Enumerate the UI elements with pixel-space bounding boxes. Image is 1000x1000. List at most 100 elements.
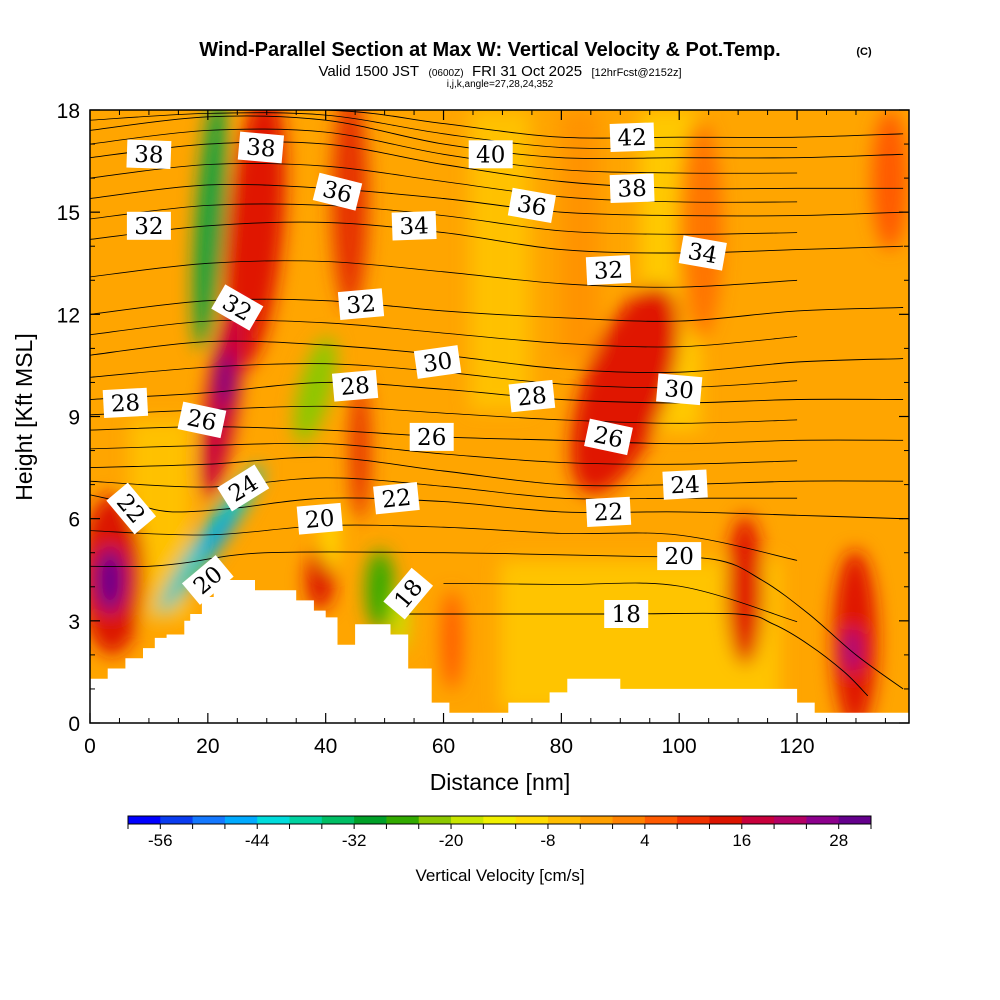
colorbar-swatch [580, 816, 613, 824]
contour-label-text: 30 [663, 376, 694, 404]
y-tick-label: 15 [57, 202, 80, 225]
isentrope-33 [90, 260, 798, 288]
contour-label-text: 22 [593, 499, 624, 526]
isentrope-42 [90, 110, 904, 139]
contour-label-box [126, 139, 172, 170]
colorbar: -56 -44 -32 -20 -8 4 16 28 [127, 815, 872, 850]
x-tick-label: 20 [196, 735, 219, 758]
x-axis-label: Distance [nm] [430, 769, 571, 795]
contour-label-box [102, 387, 149, 419]
y-tick-label: 0 [68, 713, 80, 736]
contour-label-box [508, 379, 556, 413]
contour-label-box [237, 131, 285, 164]
updraft-core-left [96, 548, 124, 612]
contour-label-text: 32 [593, 257, 624, 284]
isentrope-28 [90, 381, 904, 404]
isentrope-34 [90, 221, 904, 254]
colorbar-swatch [838, 816, 872, 824]
contour-label-34-9: 34 [678, 235, 727, 271]
isentrope-39 [90, 128, 798, 174]
downdraft-column-20 [193, 110, 227, 350]
contour-label-38-1: 38 [237, 131, 285, 164]
y-tick-label: 9 [68, 407, 80, 430]
colorbar-swatch [289, 816, 323, 824]
contour-label-box [584, 418, 633, 456]
contour-label-box [609, 122, 655, 152]
contour-label-text: 38 [617, 176, 647, 203]
isentrope-35 [90, 203, 798, 235]
contour-label-text: 38 [245, 134, 276, 162]
isentrope-37 [90, 163, 798, 203]
contour-label-text: 40 [476, 142, 505, 168]
colorbar-swatch [612, 816, 646, 824]
contour-label-32-5: 32 [126, 211, 171, 240]
contour-label-text: 20 [304, 505, 335, 533]
contour-label-box [177, 401, 227, 439]
x-tick-label: 0 [84, 735, 96, 758]
contour-label-text: 26 [417, 425, 446, 451]
contour-label-42-4: 42 [609, 122, 655, 152]
isentrope-24 [90, 456, 904, 487]
contour-label-22-24: 22 [373, 481, 420, 515]
contour-label-box [217, 464, 270, 512]
isentrope-18 [408, 612, 869, 697]
contour-label-30-13: 30 [413, 345, 462, 379]
contour-label-box [507, 187, 556, 224]
contour-label-text: 28 [110, 390, 141, 417]
colorbar-swatch [354, 816, 387, 824]
contour-label-38-8: 38 [609, 173, 655, 204]
contour-label-text: 22 [381, 485, 413, 514]
contour-label-18-30: 18 [604, 600, 649, 628]
contour-label-text: 38 [134, 142, 164, 169]
contour-label-text: 42 [617, 125, 647, 152]
contour-label-26-18: 26 [177, 401, 227, 439]
y-tick-label: 6 [68, 509, 80, 532]
contour-label-box [181, 555, 234, 605]
subtitle-forecast: [12hrFcst@2152z] [592, 67, 682, 79]
contour-label-24-22: 24 [662, 469, 708, 500]
downdraft-column-49 [366, 550, 394, 630]
colorbar-tick-label: 4 [640, 831, 649, 850]
contour-label-box [413, 345, 462, 379]
colorbar-tick-label: -20 [439, 831, 464, 850]
colorbar-frame [127, 815, 872, 825]
x-tick-label: 120 [780, 735, 815, 758]
updraft-column-60 [442, 590, 462, 690]
contour-label-box [678, 235, 727, 271]
isentrope-22 [90, 494, 904, 520]
contour-label-box [585, 254, 632, 286]
contour-label-36-7: 36 [507, 187, 556, 224]
contour-label-30-14: 30 [656, 373, 703, 406]
contour-label-32-12: 32 [337, 288, 385, 320]
contour-label-box [656, 373, 703, 406]
contour-label-36-2: 36 [312, 172, 363, 211]
contour-label-text: 24 [670, 472, 701, 499]
contour-label-text: 28 [339, 373, 370, 401]
contour-label-24-21: 24 [217, 464, 270, 512]
contour-label-20-27: 20 [657, 542, 702, 571]
colorbar-swatch [192, 816, 226, 824]
colorbar-tick-label: 28 [829, 831, 848, 850]
contour-label-box [604, 600, 649, 628]
colorbar-tick-label: -32 [342, 831, 367, 850]
x-axis: 0 20 40 60 80 100 120 [84, 110, 886, 758]
contour-label-box [391, 211, 437, 241]
contour-label-32-10: 32 [585, 254, 632, 286]
x-tick-label: 60 [432, 735, 455, 758]
contour-label-box [373, 481, 420, 515]
isentrope-36 [90, 183, 904, 217]
contour-label-text: 34 [399, 213, 429, 240]
updraft-core-130 [845, 628, 859, 672]
y-axis-label: Height [Kft MSL] [11, 333, 37, 500]
contour-label-box [609, 173, 655, 204]
y-tick-label: 18 [57, 100, 80, 123]
contour-label-box [331, 369, 379, 402]
updraft-column-111 [727, 515, 763, 665]
updraft-column-100 [678, 120, 722, 340]
chart-subtitle: Valid 1500 JST (0600Z) FRI 31 Oct 2025 [… [318, 63, 681, 80]
chart-title: Wind-Parallel Section at Max W: Vertical… [199, 39, 780, 61]
